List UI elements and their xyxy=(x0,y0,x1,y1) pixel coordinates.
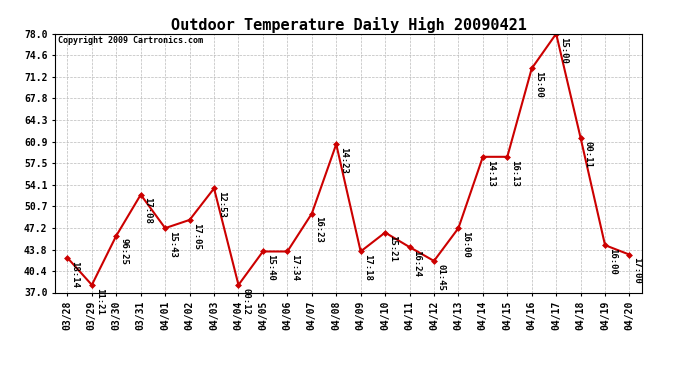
Text: 11:21: 11:21 xyxy=(95,288,103,315)
Text: 15:00: 15:00 xyxy=(535,71,544,98)
Text: 17:18: 17:18 xyxy=(364,254,373,281)
Text: Copyright 2009 Cartronics.com: Copyright 2009 Cartronics.com xyxy=(58,36,203,45)
Text: 15:43: 15:43 xyxy=(168,231,177,258)
Text: 16:24: 16:24 xyxy=(413,250,422,277)
Text: 12:53: 12:53 xyxy=(217,191,226,218)
Text: 15:00: 15:00 xyxy=(559,36,568,63)
Text: 00:12: 00:12 xyxy=(241,288,250,315)
Text: 18:14: 18:14 xyxy=(70,261,79,288)
Text: 17:05: 17:05 xyxy=(193,223,201,250)
Text: 17:08: 17:08 xyxy=(144,198,152,224)
Text: 16:00: 16:00 xyxy=(608,248,617,275)
Text: 17:00: 17:00 xyxy=(632,257,641,284)
Text: 00:11: 00:11 xyxy=(583,141,593,168)
Text: 15:40: 15:40 xyxy=(266,254,275,281)
Title: Outdoor Temperature Daily High 20090421: Outdoor Temperature Daily High 20090421 xyxy=(170,16,526,33)
Text: 16:13: 16:13 xyxy=(510,160,519,186)
Text: 14:13: 14:13 xyxy=(486,160,495,186)
Text: 14:23: 14:23 xyxy=(339,147,348,174)
Text: 17:34: 17:34 xyxy=(290,254,299,281)
Text: 01:45: 01:45 xyxy=(437,264,446,291)
Text: 96:25: 96:25 xyxy=(119,238,128,266)
Text: 16:23: 16:23 xyxy=(315,216,324,243)
Text: 15:21: 15:21 xyxy=(388,236,397,262)
Text: 16:00: 16:00 xyxy=(461,231,470,258)
